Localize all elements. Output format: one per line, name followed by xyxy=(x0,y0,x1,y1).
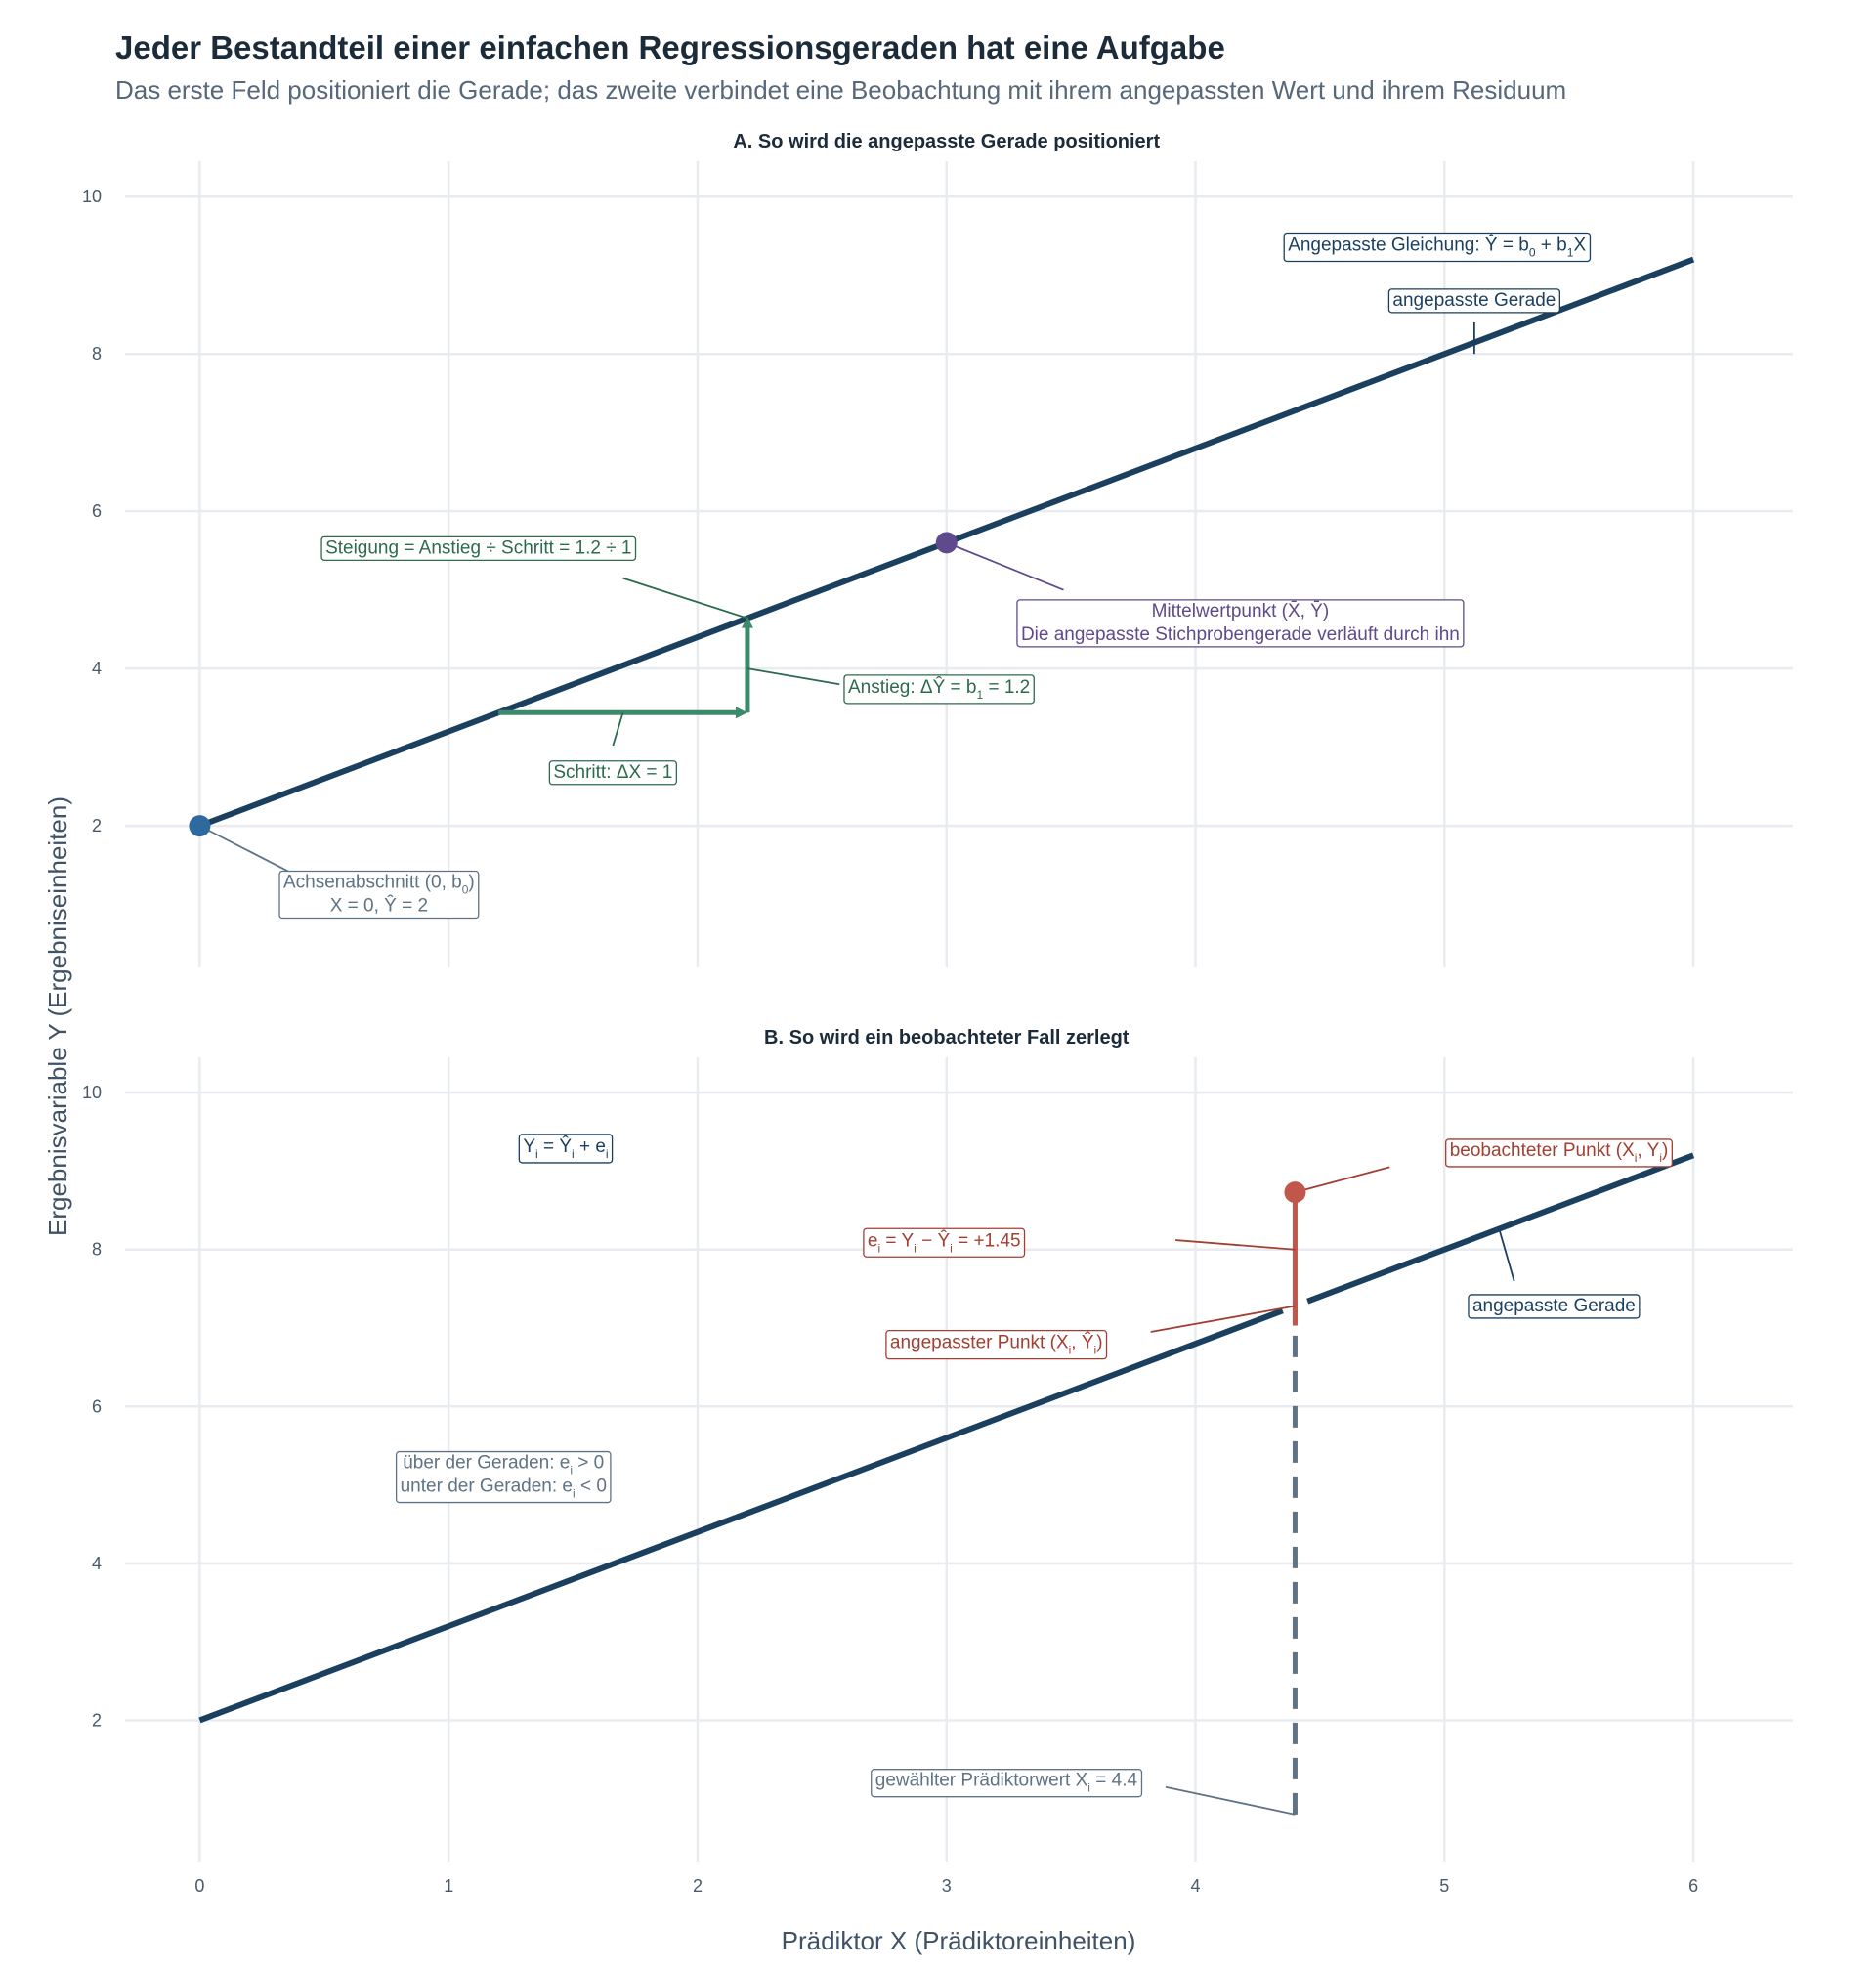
run-arrowhead xyxy=(735,707,747,719)
chart-title: Jeder Bestandteil einer einfachen Regres… xyxy=(115,29,1225,65)
fitted-line-lower xyxy=(198,1307,1284,1724)
mean-label-text-1: Mittelwertpunkt (X̄, Ȳ) xyxy=(1152,601,1330,621)
slope-label: Steigung = Anstieg ÷ Schritt = 1.2 ÷ 1 xyxy=(320,535,637,562)
fitted-line-label-b: angepasste Gerade xyxy=(1468,1294,1641,1319)
x-tick-label: 3 xyxy=(942,1876,952,1896)
fitted-line-label-b-text-1: angepasste Gerade xyxy=(1472,1296,1636,1316)
observed-point xyxy=(1284,1181,1306,1204)
fitted-point-leader xyxy=(1150,1305,1296,1333)
mean-leader xyxy=(946,541,1064,591)
panel-a: A. So wird die angepasste Gerade positio… xyxy=(82,131,1793,967)
residual-sign-label-text-1: über der Geraden: ei​ > 0 xyxy=(403,1453,604,1478)
observed-label-box xyxy=(1445,1138,1673,1168)
slope-leader xyxy=(622,577,748,620)
y-tick-label: 2 xyxy=(92,816,102,835)
fitted-line-label-a-text-1: angepasste Gerade xyxy=(1392,290,1556,311)
x-tick-label: 5 xyxy=(1439,1876,1449,1896)
fitted-line-label-b-box xyxy=(1468,1294,1641,1319)
observed-label: beobachteter Punkt (Xi​, Yi​) xyxy=(1445,1138,1673,1168)
equation-label-box xyxy=(1283,232,1592,263)
observed-leader xyxy=(1295,1166,1390,1193)
x-tick-label: 2 xyxy=(693,1876,703,1896)
predictor-label-text-1: gewählter Prädiktorwert Xi​ = 4.4 xyxy=(875,1771,1138,1795)
fitted-line-label-a-box xyxy=(1387,288,1560,314)
mean-label: Mittelwertpunkt (X̄, Ȳ) Die angepasste St… xyxy=(1016,599,1465,648)
fitted-point-label-box xyxy=(885,1330,1108,1360)
mean-label-box xyxy=(1016,599,1465,648)
mean-label-text-2: Die angepasste Stichprobengerade verläuf… xyxy=(1021,624,1460,645)
slope-label-text-1: Steigung = Anstieg ÷ Schritt = 1.2 ÷ 1 xyxy=(325,537,631,558)
decomposition-label-text-1: Yi​ = Ŷi​ + ei​ xyxy=(523,1135,608,1161)
rise-arrowhead xyxy=(741,616,753,628)
fitted-line-leader-b xyxy=(1498,1228,1515,1282)
fitted-line-upper xyxy=(1306,1152,1695,1305)
fitted-point-label: angepasster Punkt (Xi​, Ŷi​) xyxy=(885,1330,1108,1360)
y-tick-label: 8 xyxy=(92,1240,102,1260)
mean-point xyxy=(935,532,958,554)
decomposition-label: Yi​ = Ŷi​ + ei​ xyxy=(518,1134,614,1164)
panel-title: B. So wird ein beobachteter Fall zerlegt xyxy=(764,1027,1130,1049)
y-tick-label: 8 xyxy=(92,344,102,364)
rise-label: Anstieg: ΔŶ = b1​ = 1.2 xyxy=(843,674,1035,705)
residual-label-box xyxy=(863,1227,1026,1258)
rise-label-text-1: Anstieg: ΔŶ = b1​ = 1.2 xyxy=(848,676,1030,702)
intercept-point xyxy=(189,815,211,837)
intercept-label-text-1: Achsenabschnitt (0, b0​) xyxy=(283,873,475,897)
rise-label-box xyxy=(843,674,1035,705)
residual-label-text-1: ei​ = Yi​ − Ŷi​ = +1.45 xyxy=(868,1229,1021,1255)
observed-label-text-1: beobachteter Punkt (Xi​, Yi​) xyxy=(1450,1140,1669,1165)
residual-label: ei​ = Yi​ − Ŷi​ = +1.45 xyxy=(863,1227,1026,1258)
y-tick-label: 6 xyxy=(92,501,102,521)
y-tick-label: 4 xyxy=(92,1554,102,1573)
intercept-leader xyxy=(199,825,300,878)
y-tick-label: 4 xyxy=(92,659,102,678)
equation-label-text-1: Angepasste Gleichung: Ŷ = b0​ + b1​X xyxy=(1288,235,1586,260)
y-tick-label: 10 xyxy=(82,1083,102,1102)
run-label-box xyxy=(548,760,678,786)
y-tick-label: 2 xyxy=(92,1710,102,1730)
fitted-line-label-a: angepasste Gerade xyxy=(1387,288,1560,314)
y-axis-label: Ergebnisvariable Y (Ergebniseinheiten) xyxy=(43,796,72,1236)
y-tick-label: 10 xyxy=(82,187,102,206)
intercept-label: Achsenabschnitt (0, b0​)X = 0, Ŷ = 2 xyxy=(278,870,480,920)
residual-leader xyxy=(1175,1239,1296,1251)
residual-sign-label-box xyxy=(395,1450,612,1504)
fitted-point-label-text-1: angepasster Punkt (Xi​, Ŷi​) xyxy=(890,1332,1103,1357)
predictor-label: gewählter Prädiktorwert Xi​ = 4.4 xyxy=(871,1769,1143,1798)
rise-leader xyxy=(746,667,840,686)
intercept-label-box xyxy=(278,870,480,920)
residual-sign-label-text-2: unter der Geraden: ei​ < 0 xyxy=(401,1477,607,1501)
equation-label: Angepasste Gleichung: Ŷ = b0​ + b1​X xyxy=(1283,232,1592,263)
x-tick-label: 1 xyxy=(444,1876,453,1896)
y-tick-label: 6 xyxy=(92,1396,102,1416)
x-tick-label: 0 xyxy=(194,1876,204,1896)
run-leader xyxy=(612,711,624,747)
predictor-leader xyxy=(1165,1785,1296,1816)
run-label-text-1: Schritt: ΔX = 1 xyxy=(553,762,672,783)
decomposition-label-box xyxy=(518,1134,614,1164)
run-label: Schritt: ΔX = 1 xyxy=(548,760,678,786)
panel-title: A. So wird die angepasste Gerade positio… xyxy=(733,131,1160,152)
intercept-label-text-2: X = 0, Ŷ = 2 xyxy=(330,895,428,917)
x-tick-label: 6 xyxy=(1688,1876,1698,1896)
panel-b: B. So wird ein beobachteter Fall zerlegt… xyxy=(82,1027,1793,1896)
slope-label-box xyxy=(320,535,637,562)
x-tick-label: 4 xyxy=(1191,1876,1201,1896)
predictor-label-box xyxy=(871,1769,1143,1798)
chart-subtitle: Das erste Feld positioniert die Gerade; … xyxy=(115,75,1566,105)
x-axis-label: Prädiktor X (Prädiktoreinheiten) xyxy=(782,1926,1136,1955)
